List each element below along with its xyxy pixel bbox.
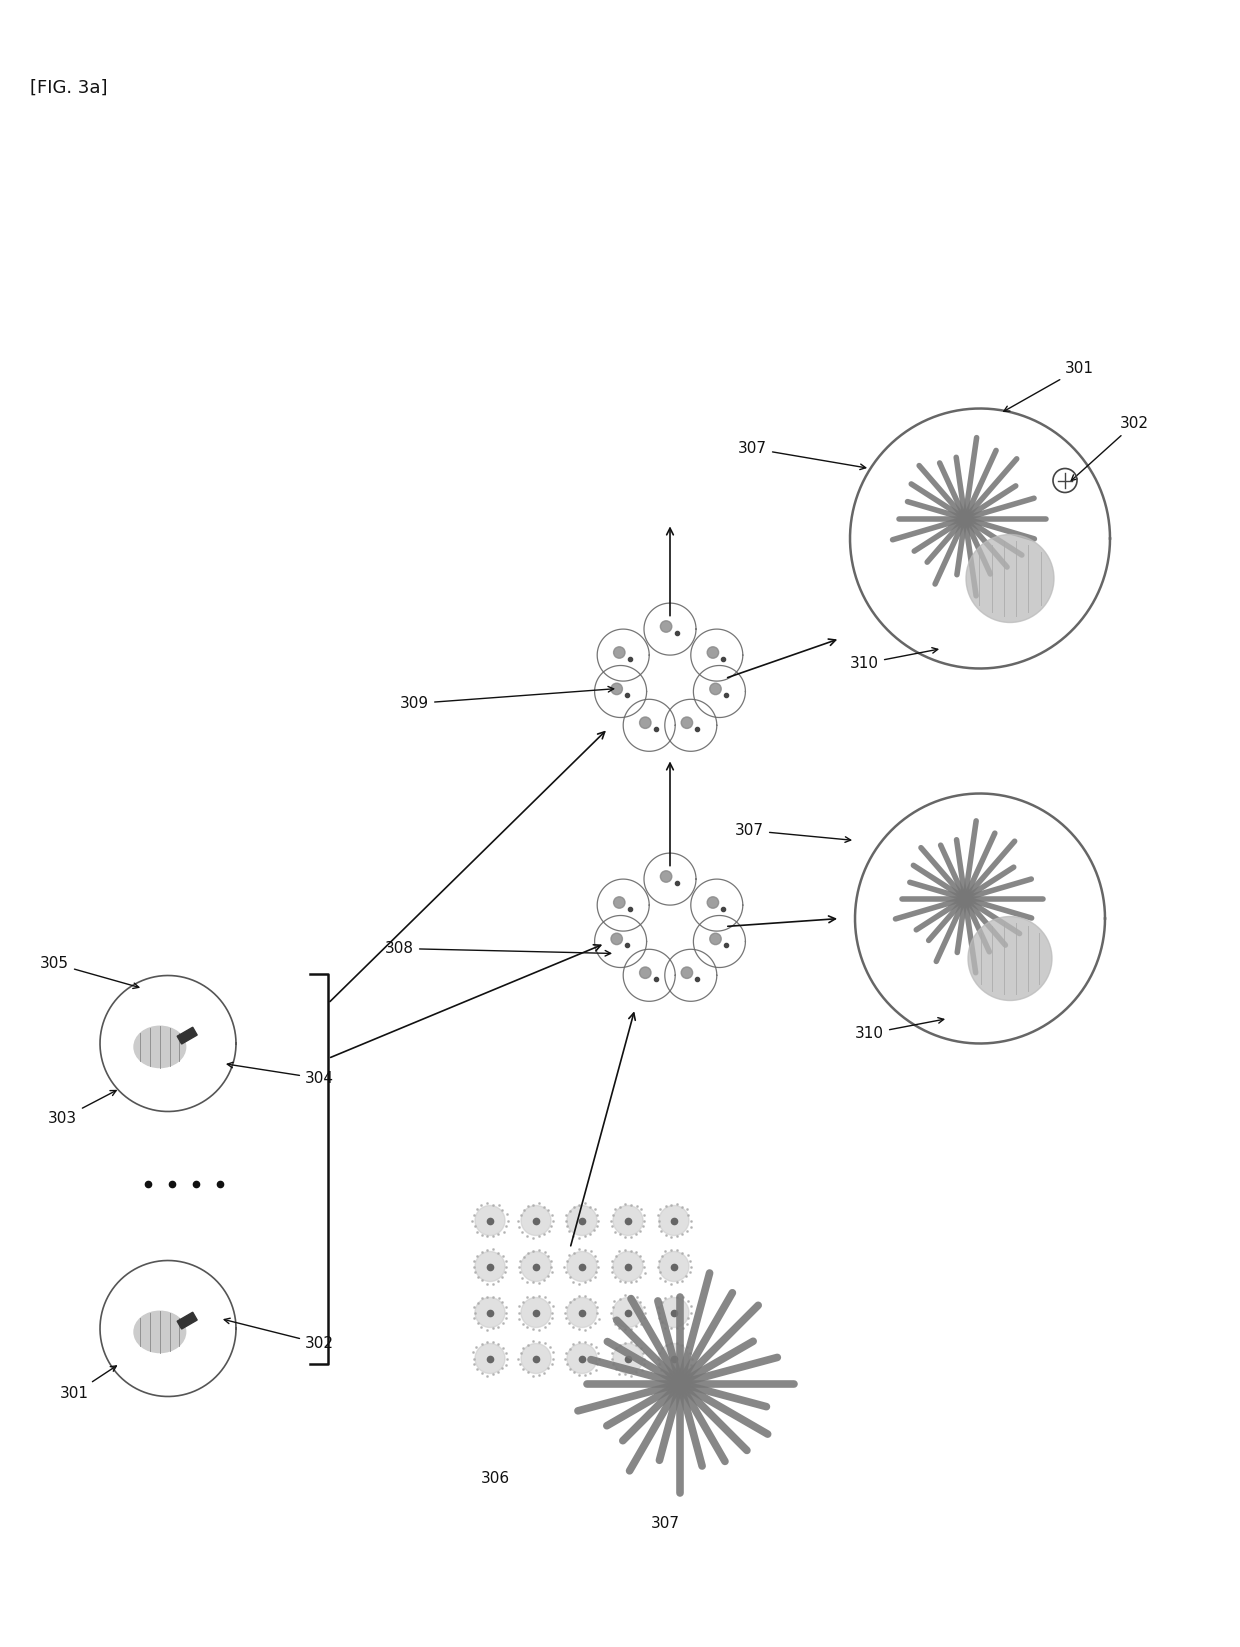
Circle shape bbox=[567, 1298, 596, 1327]
Circle shape bbox=[640, 967, 651, 978]
Circle shape bbox=[567, 1206, 596, 1235]
Circle shape bbox=[658, 1298, 689, 1327]
Circle shape bbox=[613, 1252, 644, 1281]
Circle shape bbox=[611, 934, 622, 945]
Circle shape bbox=[521, 1344, 551, 1374]
Text: 310: 310 bbox=[856, 1018, 944, 1041]
Circle shape bbox=[661, 621, 672, 632]
Circle shape bbox=[567, 1252, 596, 1281]
Text: 309: 309 bbox=[401, 687, 614, 712]
Text: 302: 302 bbox=[1071, 417, 1149, 481]
Circle shape bbox=[475, 1344, 505, 1374]
Circle shape bbox=[707, 647, 719, 659]
Text: 307: 307 bbox=[735, 824, 851, 842]
Text: 305: 305 bbox=[40, 955, 139, 988]
Text: 307: 307 bbox=[651, 1515, 680, 1532]
Circle shape bbox=[658, 1206, 689, 1235]
Circle shape bbox=[613, 1298, 644, 1327]
Circle shape bbox=[521, 1298, 551, 1327]
Circle shape bbox=[658, 1252, 689, 1281]
Circle shape bbox=[521, 1206, 551, 1235]
Text: 304: 304 bbox=[227, 1062, 334, 1085]
Text: [FIG. 3a]: [FIG. 3a] bbox=[30, 79, 108, 97]
Circle shape bbox=[658, 1344, 689, 1374]
Circle shape bbox=[709, 684, 722, 695]
Circle shape bbox=[614, 896, 625, 907]
Ellipse shape bbox=[134, 1311, 186, 1352]
Text: 301: 301 bbox=[60, 1365, 117, 1402]
Ellipse shape bbox=[134, 1026, 186, 1067]
Circle shape bbox=[968, 916, 1052, 1000]
Circle shape bbox=[475, 1206, 505, 1235]
Text: 302: 302 bbox=[224, 1318, 334, 1351]
Circle shape bbox=[707, 896, 719, 907]
Bar bbox=[177, 1028, 197, 1044]
Circle shape bbox=[613, 1206, 644, 1235]
Circle shape bbox=[567, 1344, 596, 1374]
Text: 306: 306 bbox=[480, 1471, 510, 1486]
Circle shape bbox=[681, 716, 693, 728]
Circle shape bbox=[521, 1252, 551, 1281]
Text: 303: 303 bbox=[48, 1090, 117, 1127]
Circle shape bbox=[681, 967, 693, 978]
Text: 307: 307 bbox=[738, 441, 866, 469]
Circle shape bbox=[709, 934, 722, 945]
Bar bbox=[177, 1313, 197, 1329]
Text: 310: 310 bbox=[849, 647, 937, 670]
Circle shape bbox=[475, 1298, 505, 1327]
Text: 308: 308 bbox=[384, 940, 610, 955]
Circle shape bbox=[614, 647, 625, 659]
Text: 301: 301 bbox=[1003, 361, 1094, 412]
Circle shape bbox=[661, 871, 672, 883]
Circle shape bbox=[966, 535, 1054, 623]
Circle shape bbox=[611, 684, 622, 695]
Circle shape bbox=[640, 716, 651, 728]
Circle shape bbox=[475, 1252, 505, 1281]
Circle shape bbox=[613, 1344, 644, 1374]
